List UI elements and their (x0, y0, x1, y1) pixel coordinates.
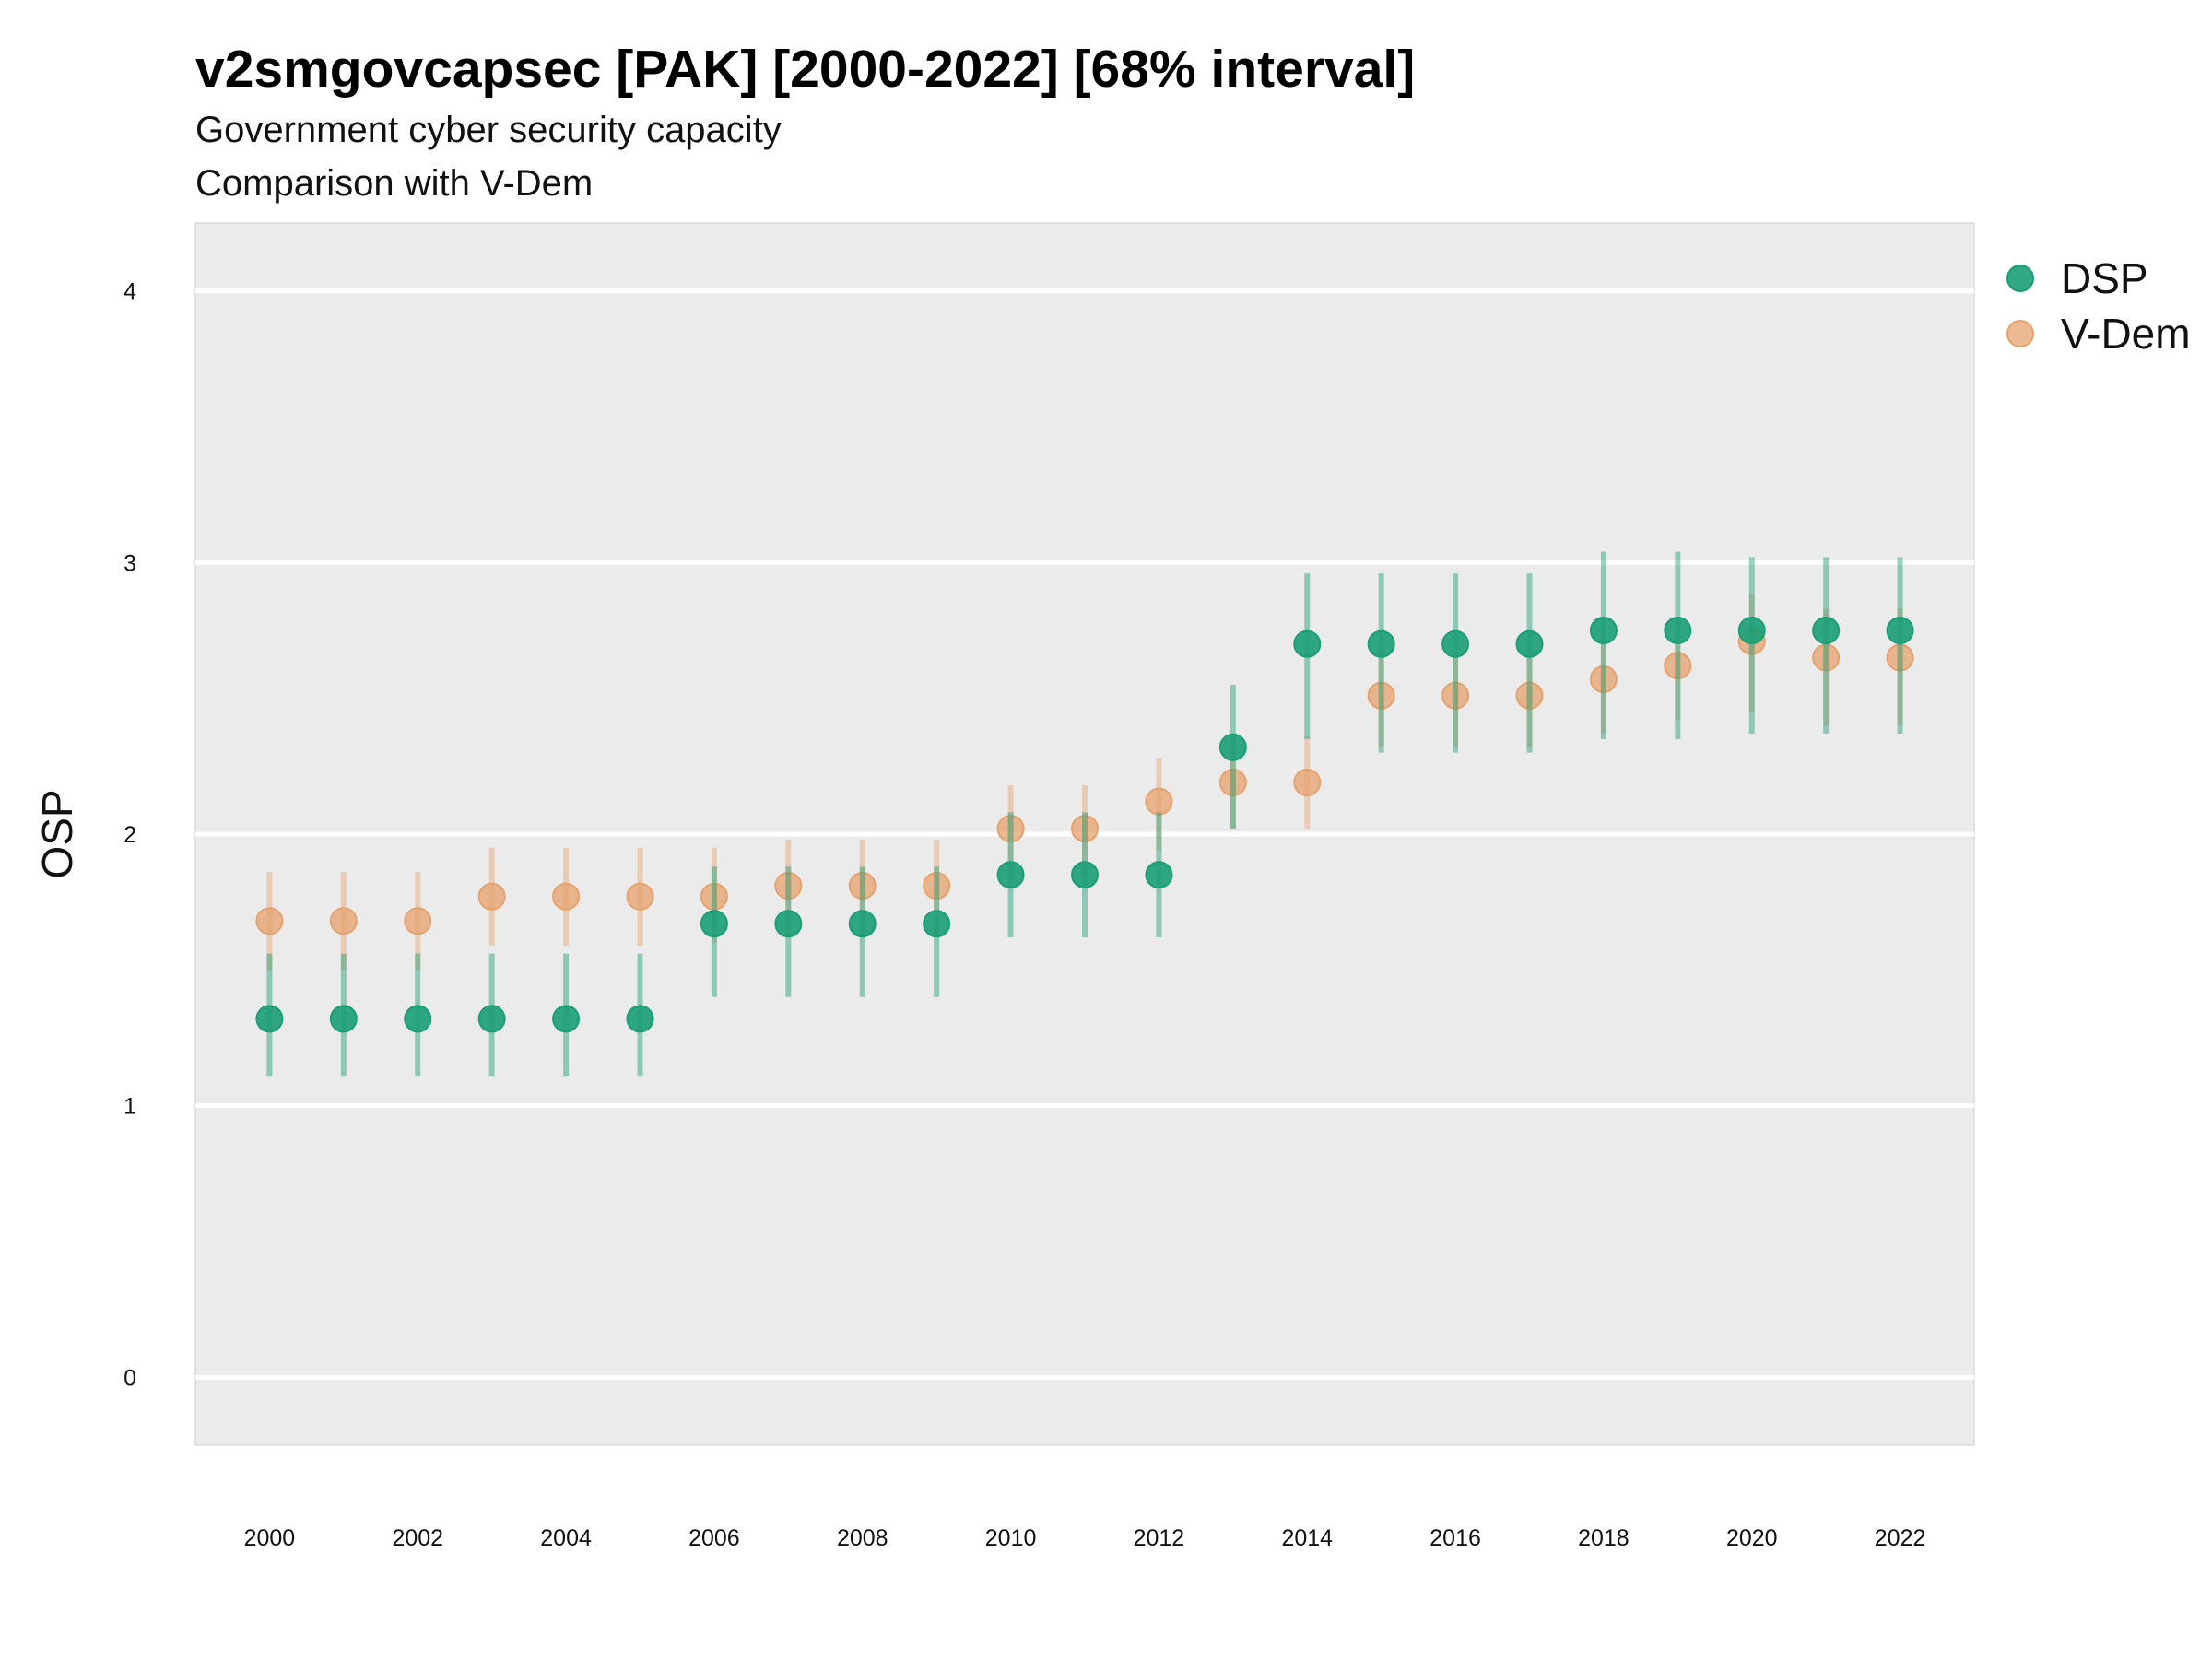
x-tick-label: 2008 (837, 1525, 888, 1551)
x-tick-label: 2000 (244, 1525, 296, 1551)
point-vdem (404, 907, 432, 935)
point-vdem (923, 871, 951, 900)
point-vdem (1812, 643, 1841, 672)
y-tick-label: 4 (124, 279, 136, 305)
point-dsp (1589, 617, 1618, 644)
point-dsp (774, 910, 803, 938)
x-tick-label: 2014 (1281, 1525, 1333, 1551)
point-vdem (1664, 652, 1692, 680)
point-vdem (1886, 643, 1914, 672)
point-dsp (1515, 629, 1544, 658)
y-tick-label: 2 (124, 822, 136, 848)
point-dsp (1367, 629, 1395, 658)
point-vdem (1441, 681, 1470, 710)
x-tick-label: 2018 (1578, 1525, 1630, 1551)
chart-subtitle-comparison: Comparison with V-Dem (195, 163, 593, 204)
series-vdem (255, 594, 1914, 971)
point-dsp (477, 1005, 506, 1033)
point-dsp (700, 910, 728, 938)
point-dsp (626, 1005, 654, 1033)
point-dsp (1071, 861, 1099, 889)
point-vdem (329, 907, 358, 935)
chart-subtitle: Government cyber security capacity (195, 110, 782, 150)
point-vdem (996, 815, 1025, 843)
y-tick-label: 1 (124, 1094, 136, 1120)
chart-title: v2smgovcapsec [PAK] [2000-2022] [68% int… (195, 40, 1415, 99)
x-tick-label: 2020 (1726, 1525, 1778, 1551)
grid (195, 288, 1974, 1380)
y-axis-ticks: 0 1 2 3 4 (124, 279, 136, 1392)
point-dsp (1145, 861, 1173, 889)
point-dsp (1664, 617, 1692, 644)
point-vdem (1145, 787, 1173, 816)
y-axis-label: OSP (33, 789, 81, 878)
point-dsp (552, 1005, 581, 1033)
y-tick-label: 0 (124, 1365, 136, 1391)
legend: DSP V-Dem (2006, 254, 2191, 358)
point-vdem (477, 882, 506, 911)
series-dsp (255, 551, 1914, 1077)
x-tick-label: 2016 (1430, 1525, 1481, 1551)
point-vdem (774, 871, 803, 900)
x-tick-label: 2022 (1875, 1525, 1926, 1551)
point-dsp (1218, 733, 1247, 761)
legend-label-vdem: V-Dem (2061, 310, 2191, 358)
point-dsp (1441, 629, 1470, 658)
x-tick-label: 2002 (392, 1525, 443, 1551)
x-tick-label: 2006 (688, 1525, 740, 1551)
point-dsp (848, 910, 877, 938)
y-tick-label: 3 (124, 550, 136, 576)
legend-marker-dsp (2006, 265, 2034, 292)
point-vdem (1367, 681, 1395, 710)
point-vdem (1218, 769, 1247, 797)
x-tick-label: 2010 (985, 1525, 1037, 1551)
point-dsp (1737, 617, 1766, 644)
x-tick-label: 2012 (1134, 1525, 1185, 1551)
point-vdem (1071, 815, 1099, 843)
legend-label-dsp: DSP (2061, 254, 2148, 302)
point-vdem (1293, 769, 1322, 797)
legend-marker-vdem (2006, 320, 2034, 347)
point-dsp (996, 861, 1025, 889)
point-vdem (848, 871, 877, 900)
point-dsp (1886, 617, 1914, 644)
point-vdem (1515, 681, 1544, 710)
point-vdem (626, 882, 654, 911)
point-vdem (552, 882, 581, 911)
point-vdem (255, 907, 284, 935)
x-axis-ticks: 2000 2002 2004 2006 2008 2010 2012 2014 2016 2018… (244, 1525, 1926, 1551)
point-dsp (255, 1005, 284, 1033)
point-vdem (700, 882, 728, 911)
point-dsp (923, 910, 951, 938)
data-series (255, 551, 1914, 1077)
point-dsp (1812, 617, 1841, 644)
point-vdem (1589, 665, 1618, 694)
point-dsp (1293, 629, 1322, 658)
point-dsp (404, 1005, 432, 1033)
point-dsp (329, 1005, 358, 1033)
x-tick-label: 2004 (540, 1525, 592, 1551)
